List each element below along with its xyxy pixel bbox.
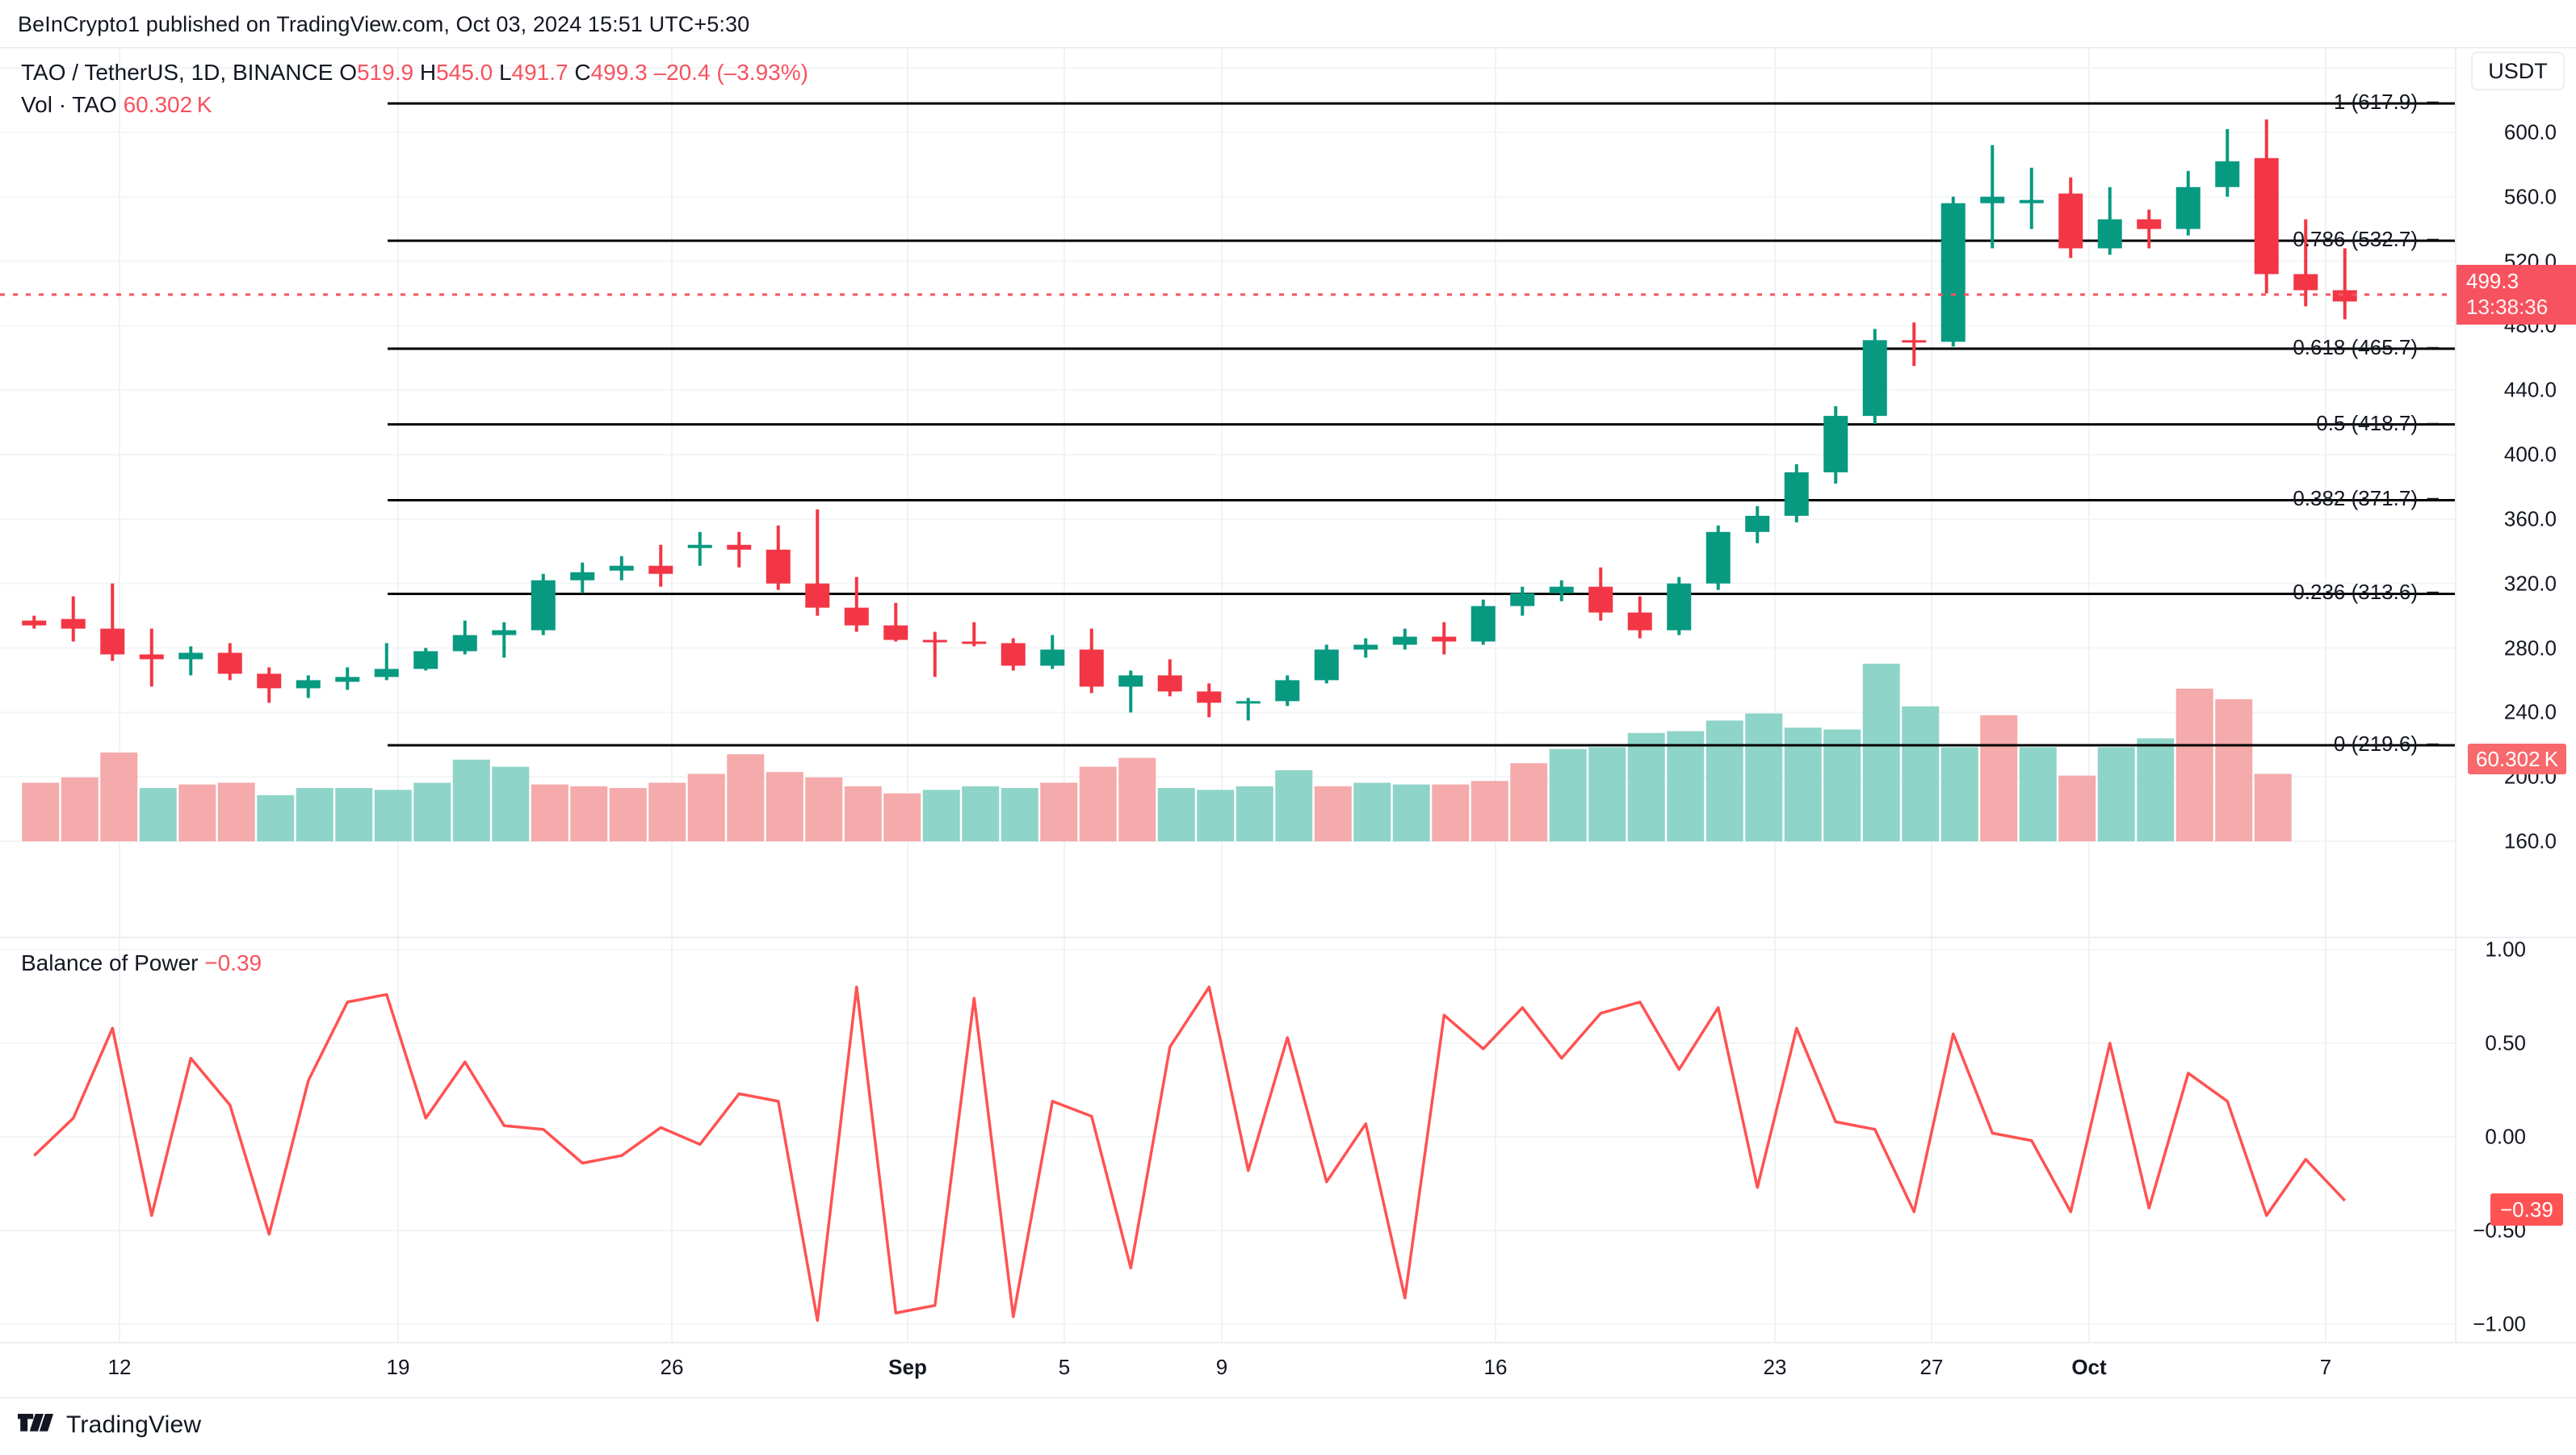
bo-axis-tick: 1.00 (2485, 937, 2526, 962)
time-axis-label: 12 (107, 1355, 132, 1379)
volume-badge: 60.302 K (2468, 744, 2567, 775)
publisher-line: BeInCrypto1 published on TradingView.com… (18, 12, 750, 36)
fib-level-label: 0.786 (532.7) (2293, 227, 2418, 252)
fib-level-label: 0 (219.6) (2333, 732, 2418, 757)
bo-line (33, 985, 2347, 1323)
time-axis-label: 9 (1215, 1355, 1228, 1379)
tradingview-logo: TradingView (18, 1411, 201, 1439)
time-axis-label: 16 (1483, 1355, 1508, 1379)
fib-level-label: 0.236 (313.6) (2293, 580, 2418, 605)
time-axis-label: 23 (1763, 1355, 1787, 1379)
bo-value-badge: −0.39 (2490, 1193, 2563, 1226)
price-axis[interactable]: 640.0600.0560.0520.0480.0440.0400.0360.0… (2456, 48, 2576, 937)
bo-axis[interactable]: 1.00 0.50 0.00 −0.50 −1.00 −0.39 (2456, 937, 2576, 1342)
price-axis-tick: 440.0 (2503, 377, 2557, 402)
price-axis-tick: 400.0 (2503, 442, 2557, 467)
time-axis-label: 26 (660, 1355, 684, 1379)
current-price-value: 499.3 (2466, 268, 2519, 293)
price-axis-tick: 160.0 (2503, 828, 2557, 853)
time-axis-label: 27 (1919, 1355, 1944, 1379)
bo-axis-tick: 0.00 (2485, 1124, 2526, 1149)
tradingview-mark-icon (18, 1413, 54, 1432)
legend-change-pct: (–3.93%) (716, 60, 808, 85)
bo-axis-tick: −1.00 (2473, 1311, 2526, 1336)
bo-title: Balance of Power (21, 950, 199, 975)
price-axis-tick: 280.0 (2503, 635, 2557, 660)
fib-level-tick: – (2427, 409, 2439, 434)
legend-low-value: 491.7 (511, 60, 568, 85)
fib-level-label: 0.382 (371.7) (2293, 486, 2418, 511)
fib-level-tick: – (2427, 88, 2439, 113)
price-axis-tick: 240.0 (2503, 699, 2557, 724)
current-price-badge: 499.3 13:38:36 (2456, 264, 2576, 325)
legend-change-abs: –20.4 (653, 60, 711, 85)
legend-volume-row: Vol · TAO 60.302 K (21, 89, 808, 121)
fib-level-label: 0.618 (465.7) (2293, 334, 2418, 359)
price-axis-tick: 360.0 (2503, 506, 2557, 531)
legend-open-value: 519.9 (356, 60, 414, 85)
bo-value: −0.39 (204, 950, 262, 975)
fib-level-tick: – (2427, 225, 2439, 250)
chart-legend: TAO / TetherUS, 1D, BINANCE O519.9 H545.… (21, 57, 808, 121)
legend-volume-label: Vol · TAO (21, 92, 117, 117)
time-axis-label: 7 (2319, 1355, 2332, 1379)
time-axis-label: 5 (1058, 1355, 1071, 1379)
legend-high-label: H (419, 60, 437, 85)
fib-level-label: 1 (617.9) (2333, 90, 2418, 115)
bar-countdown: 13:38:36 (2466, 294, 2549, 319)
bo-legend: Balance of Power −0.39 (21, 948, 262, 979)
time-axis-label: Sep (888, 1355, 927, 1379)
fib-level-tick: – (2427, 484, 2439, 509)
bo-axis-tick: 0.50 (2485, 1030, 2526, 1055)
legend-close-label: C (574, 60, 591, 85)
balance-of-power-pane[interactable]: Balance of Power −0.39 (0, 937, 2456, 1342)
time-axis-label: 19 (386, 1355, 410, 1379)
legend-low-label: L (498, 60, 512, 85)
fib-level-label: 0.5 (418.7) (2316, 410, 2418, 435)
time-axis[interactable]: 12 19 26 Sep 5 9 16 23 27 Oct 7 (0, 1342, 2576, 1398)
price-pane[interactable]: TAO / TetherUS, 1D, BINANCE O519.9 H545.… (0, 48, 2456, 937)
legend-high-value: 545.0 (436, 60, 493, 85)
legend-symbol: TAO / TetherUS, 1D, BINANCE (21, 60, 334, 85)
balance-of-power-plot (0, 938, 2455, 1342)
tradingview-wordmark: TradingView (66, 1411, 202, 1438)
legend-volume-value: 60.302 K (123, 92, 212, 117)
price-axis-tick: 600.0 (2503, 120, 2557, 145)
legend-ohlc-row: TAO / TetherUS, 1D, BINANCE O519.9 H545.… (21, 57, 808, 89)
price-plot (0, 48, 2455, 937)
fib-level-tick: – (2427, 333, 2439, 358)
time-axis-label: Oct (2071, 1355, 2107, 1379)
currency-pill[interactable]: USDT (2471, 52, 2565, 90)
legend-close-value: 499.3 (590, 60, 648, 85)
legend-open-label: O (339, 60, 357, 85)
price-axis-tick: 320.0 (2503, 571, 2557, 596)
fib-level-tick: – (2427, 578, 2439, 603)
fib-level-tick: – (2427, 730, 2439, 755)
chart-frame: TAO / TetherUS, 1D, BINANCE O519.9 H545.… (0, 47, 2576, 1398)
price-axis-tick: 560.0 (2503, 184, 2557, 209)
